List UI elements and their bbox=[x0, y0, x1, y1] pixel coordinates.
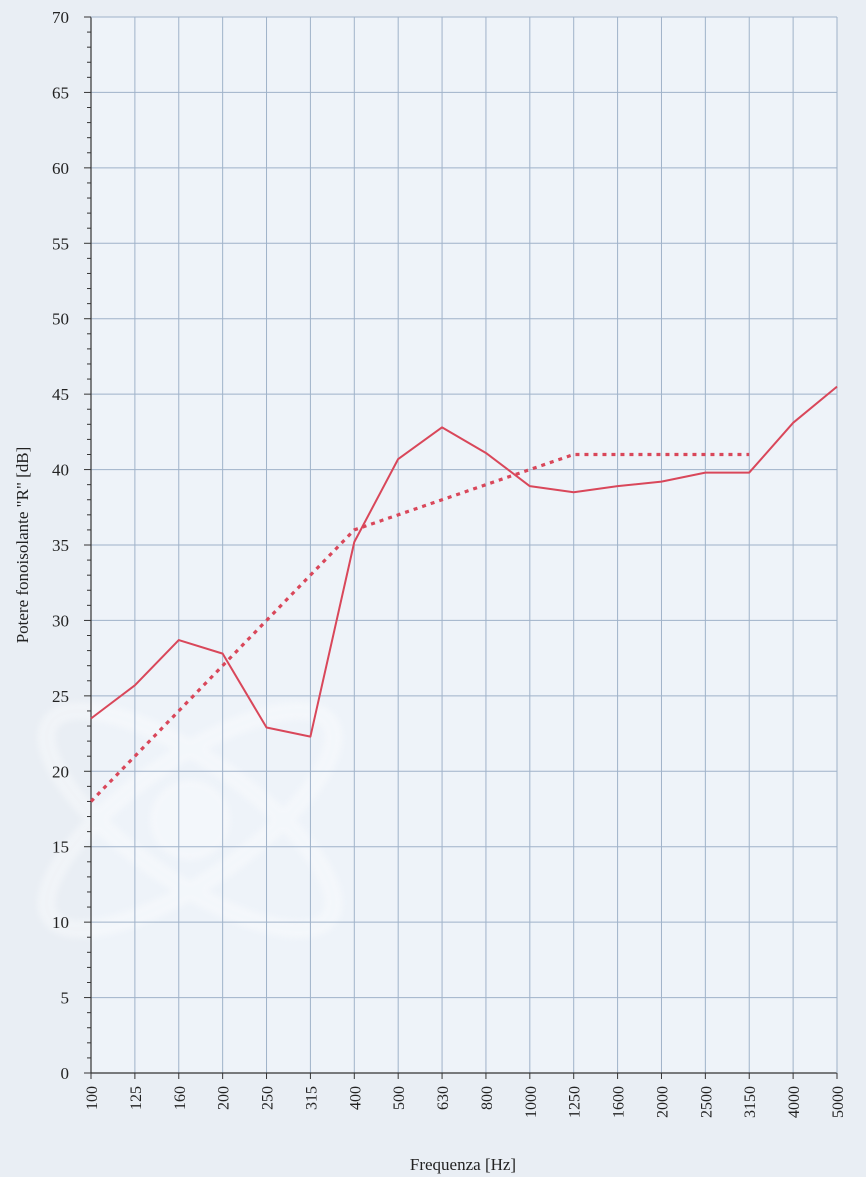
x-tick-label: 4000 bbox=[786, 1086, 803, 1118]
x-tick-label: 2500 bbox=[698, 1086, 715, 1118]
y-tick-label: 25 bbox=[52, 687, 69, 706]
x-tick-label: 400 bbox=[347, 1086, 364, 1110]
x-tick-label: 1600 bbox=[611, 1086, 628, 1118]
y-tick-label: 45 bbox=[52, 385, 69, 404]
x-tick-label: 800 bbox=[479, 1086, 496, 1110]
x-axis-title: Frequenza [Hz] bbox=[410, 1155, 516, 1174]
y-tick-label: 35 bbox=[52, 536, 69, 555]
y-tick-label: 5 bbox=[61, 989, 70, 1008]
x-tick-label: 1000 bbox=[523, 1086, 540, 1118]
measured-curve-line bbox=[90, 385, 838, 738]
reference-curve-line bbox=[89, 452, 750, 803]
x-tick-label: 5000 bbox=[830, 1086, 847, 1118]
x-tick-label: 100 bbox=[84, 1086, 101, 1110]
data-series bbox=[89, 385, 838, 803]
y-axis-title: Potere fonoisolante "R" [dB] bbox=[13, 447, 32, 644]
y-tick-label: 70 bbox=[52, 8, 69, 27]
y-tick-label: 55 bbox=[52, 234, 69, 253]
y-tick-label: 20 bbox=[52, 762, 69, 781]
x-tick-label: 250 bbox=[260, 1086, 277, 1110]
y-tick-label: 60 bbox=[52, 159, 69, 178]
y-tick-label: 50 bbox=[52, 310, 69, 329]
y-tick-labels: 0 5 10 15 20 25 30 35 40 45 50 55 60 65 70 bbox=[52, 8, 69, 1083]
x-tick-label: 500 bbox=[391, 1086, 408, 1110]
x-tick-label: 630 bbox=[435, 1086, 452, 1110]
x-tick-label: 315 bbox=[303, 1086, 320, 1110]
y-tick-label: 30 bbox=[52, 611, 69, 630]
x-tick-label: 1250 bbox=[567, 1086, 584, 1118]
y-tick-label: 15 bbox=[52, 838, 69, 857]
x-tick-label: 3150 bbox=[742, 1086, 759, 1118]
x-tick-label: 2000 bbox=[654, 1086, 671, 1118]
x-tick-label: 160 bbox=[172, 1086, 189, 1110]
x-tick-labels: 100 125 160 200 250 315 400 500 630 800 1000 1250 16… bbox=[84, 1086, 847, 1118]
y-tick-label: 40 bbox=[52, 461, 69, 480]
x-tick-label: 125 bbox=[128, 1086, 145, 1110]
x-tick-label: 200 bbox=[216, 1086, 233, 1110]
y-tick-label: 0 bbox=[61, 1064, 70, 1083]
axes bbox=[84, 16, 838, 1079]
y-tick-label: 10 bbox=[52, 913, 69, 932]
y-tick-label: 65 bbox=[52, 83, 69, 102]
grid-lines bbox=[91, 17, 837, 1073]
